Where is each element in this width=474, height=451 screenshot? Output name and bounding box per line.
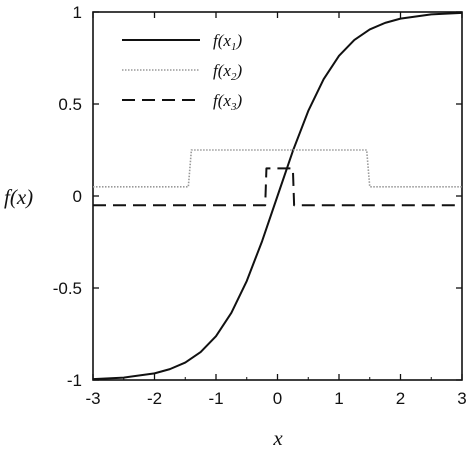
x-tick-label: -2 xyxy=(147,389,162,408)
x-tick-label: 0 xyxy=(273,389,282,408)
x-tick-label: 1 xyxy=(334,389,343,408)
x-axis-label: x xyxy=(272,426,283,450)
y-tick-label: -1 xyxy=(67,371,82,390)
y-tick-label: 1 xyxy=(73,3,82,22)
y-tick-label: 0.5 xyxy=(58,95,82,114)
x-tick-label: 2 xyxy=(396,389,405,408)
y-tick-label: -0.5 xyxy=(53,279,82,298)
legend-label-3: f(x3) xyxy=(213,91,242,113)
series-line-3 xyxy=(93,167,462,207)
series-layer xyxy=(92,11,463,381)
series-line-1 xyxy=(92,11,463,381)
x-tick-label: -3 xyxy=(85,389,100,408)
y-axis-label: f(x) xyxy=(4,185,33,209)
x-tick-label: 3 xyxy=(457,389,466,408)
ticks-layer: -3 -2 -1 0 1 2 3 1 0.5 0 -0.5 -1 xyxy=(53,3,467,408)
legend-label-2: f(x2) xyxy=(213,61,242,83)
x-tick-label: -1 xyxy=(208,389,223,408)
legend: f(x1) f(x2) f(x3) xyxy=(122,31,242,113)
y-tick-label: 0 xyxy=(73,187,82,206)
series-line-2 xyxy=(93,149,462,188)
legend-label-1: f(x1) xyxy=(213,31,242,53)
